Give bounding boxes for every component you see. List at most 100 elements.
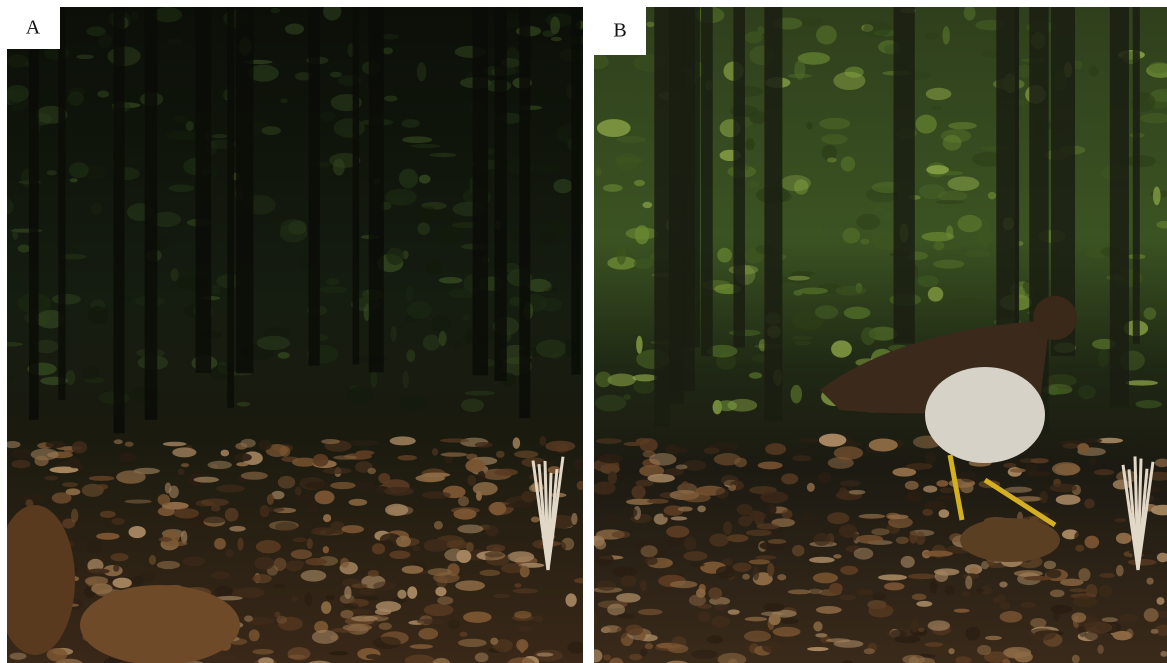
leaf-litter — [596, 580, 617, 591]
leaf-litter — [922, 508, 934, 516]
leaf-litter — [291, 560, 305, 567]
leaf-litter — [1059, 578, 1084, 587]
leaf-litter — [780, 618, 799, 625]
leaf-litter — [1119, 614, 1138, 623]
leaf-litter — [734, 457, 747, 468]
leaf-litter — [923, 485, 938, 493]
leaf-litter — [350, 615, 379, 622]
leaf-litter — [235, 442, 248, 450]
tree-trunk — [195, 7, 212, 373]
foliage — [333, 118, 365, 138]
leaf-litter — [1156, 597, 1165, 605]
foliage — [819, 117, 851, 130]
leaf-litter — [909, 530, 918, 544]
foliage — [256, 335, 291, 351]
leaf-litter — [999, 602, 1011, 610]
leaf-litter — [113, 439, 123, 445]
foliage — [596, 119, 631, 138]
leaf-litter — [287, 654, 306, 659]
foliage — [787, 275, 810, 281]
leaf-litter — [507, 551, 535, 563]
leaf-litter — [829, 582, 843, 595]
foliage — [821, 144, 838, 161]
leaf-litter — [755, 555, 777, 560]
tree-trunk — [519, 7, 531, 419]
leaf-litter — [447, 619, 460, 630]
leaf-litter — [539, 435, 547, 446]
leaf-litter — [422, 472, 451, 478]
leaf-litter — [343, 602, 359, 609]
leaf-litter — [1043, 560, 1057, 570]
leaf-litter — [706, 635, 724, 644]
foliage — [1088, 65, 1099, 77]
foliage — [1015, 64, 1034, 78]
foliage — [1156, 220, 1167, 229]
foliage — [987, 191, 997, 200]
leaf-litter — [639, 464, 665, 477]
leaf-litter — [698, 611, 710, 623]
leaf-litter — [463, 611, 492, 623]
leaf-litter — [423, 539, 450, 552]
foliage — [918, 184, 946, 200]
leaf-litter — [813, 621, 823, 632]
leaf-litter — [727, 609, 740, 615]
leaf-litter — [645, 556, 658, 566]
leaf-litter — [949, 533, 964, 543]
leaf-litter — [292, 537, 307, 543]
leaf-litter — [625, 624, 643, 636]
leaf-litter — [601, 625, 622, 633]
leaf-litter — [1051, 462, 1080, 476]
foliage — [794, 340, 812, 346]
foliage — [826, 157, 837, 163]
foliage — [486, 147, 496, 155]
leaf-litter — [70, 508, 79, 523]
leaf-litter — [871, 528, 890, 536]
leaf-litter — [960, 482, 974, 494]
leaf-litter — [576, 480, 583, 490]
leaf-litter — [547, 466, 561, 474]
leaf-litter — [1084, 535, 1100, 549]
foliage — [97, 90, 110, 98]
foliage — [1046, 374, 1077, 387]
foliage — [797, 52, 831, 65]
leaf-litter — [533, 615, 544, 623]
leaf-litter — [373, 636, 401, 650]
leaf-litter — [744, 630, 772, 642]
hawk-leg — [947, 454, 965, 521]
foliage — [426, 258, 444, 276]
leaf-litter — [9, 652, 27, 660]
leaf-litter — [514, 583, 522, 588]
leaf-litter — [225, 549, 234, 558]
leaf-litter — [1089, 456, 1097, 466]
leaf-litter — [681, 481, 690, 491]
leaf-litter — [493, 593, 511, 599]
leaf-litter — [944, 585, 955, 596]
leaf-litter — [1002, 659, 1011, 663]
foliage — [67, 91, 84, 106]
foliage — [7, 341, 24, 347]
leaf-litter — [640, 545, 658, 558]
foliage — [947, 176, 980, 191]
leaf-litter — [521, 490, 537, 503]
leaf-litter — [781, 473, 799, 485]
leaf-litter — [172, 447, 197, 458]
leaf-litter — [328, 651, 349, 656]
leaf-litter — [683, 551, 708, 561]
leaf-litter — [418, 628, 439, 640]
leaf-litter — [953, 608, 970, 613]
foliage — [151, 211, 181, 228]
foliage — [717, 247, 732, 263]
leaf-litter — [813, 532, 831, 546]
tree-trunk — [681, 7, 700, 348]
leaf-litter — [565, 593, 577, 607]
foliage — [402, 136, 433, 144]
leaf-litter — [904, 480, 919, 490]
leaf-litter — [427, 568, 452, 576]
foliage — [607, 373, 636, 387]
leaf-litter — [744, 616, 768, 622]
leaf-litter — [290, 549, 313, 560]
foliage — [625, 227, 659, 240]
leaf-litter — [374, 608, 392, 616]
foliage — [963, 7, 976, 21]
foliage — [1097, 349, 1109, 368]
